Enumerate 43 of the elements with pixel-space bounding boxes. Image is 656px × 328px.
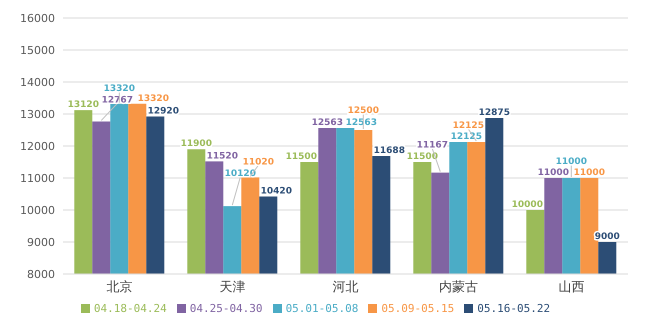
data-label: 13320 bbox=[138, 94, 169, 104]
y-tick-label: 9000 bbox=[27, 236, 55, 249]
data-label: 11167 bbox=[416, 140, 448, 151]
data-label: 13320 bbox=[104, 84, 135, 94]
data-label: 11000 bbox=[538, 168, 569, 178]
y-tick-label: 14000 bbox=[20, 76, 55, 89]
legend-label: 04.25-04.30 bbox=[190, 302, 263, 315]
y-tick-label: 12000 bbox=[20, 140, 55, 153]
data-label: 11900 bbox=[180, 139, 212, 150]
data-label: 11520 bbox=[206, 151, 238, 162]
data-label: 11500 bbox=[406, 152, 438, 162]
data-label: 11000 bbox=[574, 168, 605, 178]
data-label: 12563 bbox=[312, 118, 343, 128]
x-tick-label: 河北 bbox=[332, 280, 358, 296]
legend-label: 04.18-04.24 bbox=[94, 302, 167, 315]
data-label: 11000 bbox=[556, 157, 587, 167]
y-tick-label: 16000 bbox=[20, 12, 55, 25]
data-label: 12875 bbox=[478, 108, 510, 118]
data-label: 12125 bbox=[450, 132, 482, 142]
data-label: 10420 bbox=[260, 186, 292, 197]
data-label: 12920 bbox=[148, 106, 179, 117]
data-label: 11020 bbox=[242, 157, 274, 168]
data-label: 13120 bbox=[68, 100, 99, 110]
y-tick-label: 11000 bbox=[20, 172, 55, 185]
y-tick-label: 15000 bbox=[20, 44, 55, 57]
x-tick-label: 山西 bbox=[558, 280, 584, 296]
data-label: 11500 bbox=[286, 152, 317, 162]
data-label: 10120 bbox=[224, 169, 256, 180]
x-tick-label: 内蒙古 bbox=[439, 280, 478, 296]
data-label: 12767 bbox=[102, 95, 133, 106]
data-label: 12125 bbox=[452, 121, 484, 131]
x-tick-label: 北京 bbox=[106, 280, 132, 296]
legend-label: 05.01-05.08 bbox=[286, 302, 358, 315]
legend-label: 05.09-05.15 bbox=[381, 302, 454, 315]
y-tick-label: 13000 bbox=[20, 108, 55, 121]
y-tick-label: 8000 bbox=[27, 268, 55, 281]
data-label: 12563 bbox=[346, 118, 377, 128]
legend-label: 05.16-05.22 bbox=[477, 302, 550, 315]
data-label: 10000 bbox=[512, 200, 543, 210]
y-tick-label: 10000 bbox=[20, 204, 55, 217]
x-tick-label: 天津 bbox=[220, 280, 246, 296]
data-label: 12500 bbox=[348, 106, 379, 116]
data-label: 11688 bbox=[374, 146, 405, 156]
